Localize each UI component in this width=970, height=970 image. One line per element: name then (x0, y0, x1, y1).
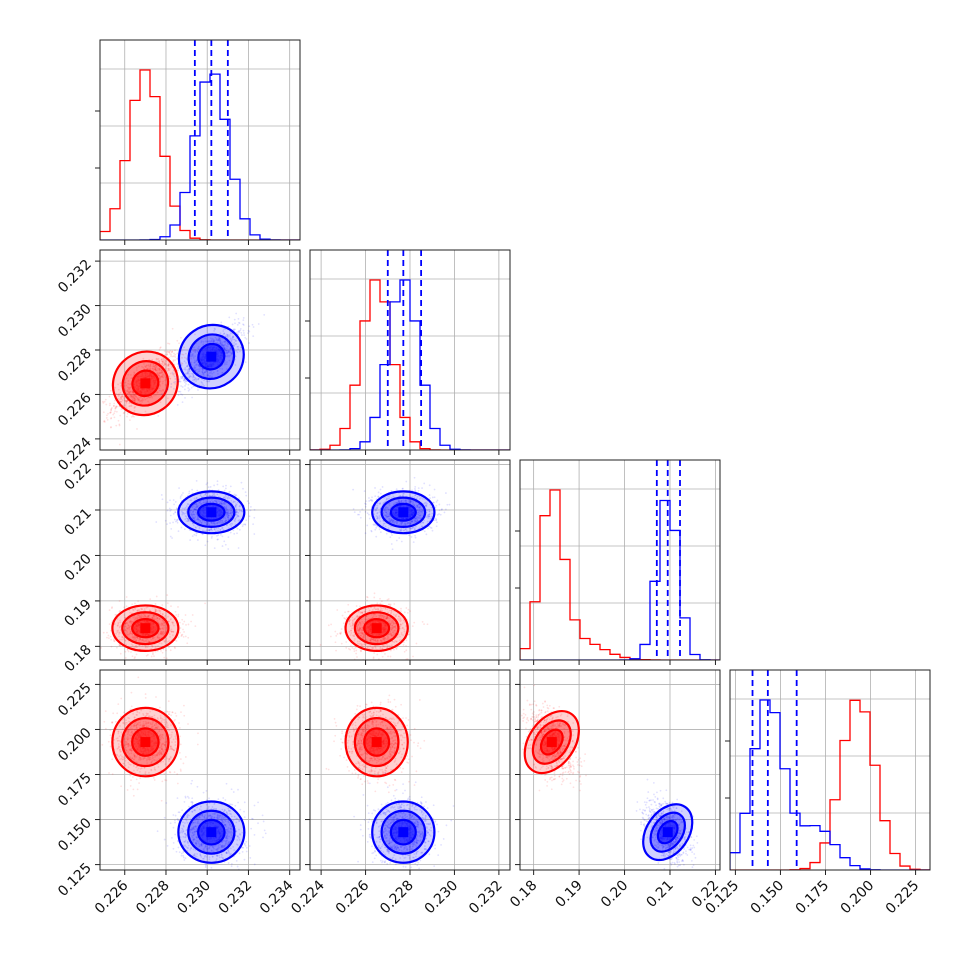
panel-2-2 (515, 459, 721, 665)
x-tick-label: 0.230 (174, 878, 214, 918)
y-tick-label: 0.18 (61, 642, 94, 675)
histogram-blue (730, 699, 930, 870)
x-tick-label: 0.175 (793, 878, 833, 918)
panel-content (520, 684, 699, 870)
panel-content (102, 312, 266, 446)
x-tick-label: 0.226 (92, 877, 132, 917)
y-tick-label: 0.150 (55, 815, 95, 855)
x-tick-label: 0.232 (216, 878, 256, 918)
x-tick-label: 0.20 (598, 878, 631, 911)
x-tick-label: 0.228 (133, 878, 173, 918)
x-tick-label: 0.18 (507, 878, 540, 911)
gridlines (100, 40, 300, 240)
axes-frame (729, 669, 931, 871)
gridlines (100, 460, 300, 660)
panel-3-0: 0.226 0.228 0.230 0.232 0.234 0.125 0.150 0.175… (55, 669, 301, 918)
panel-0-0 (95, 39, 301, 245)
y-tick-label: 0.20 (61, 551, 94, 584)
gridlines (730, 670, 930, 870)
x-tick-label: 0.228 (377, 878, 417, 918)
x-tick-label: 0.232 (466, 878, 506, 918)
panel-1-1 (305, 249, 511, 455)
x-tick-label: 0.200 (838, 878, 878, 918)
x-tick-label: 0.225 (883, 878, 923, 918)
panel-2-0: 0.180.190.200.210.22 (61, 459, 301, 675)
panel-content (100, 40, 300, 240)
panel-3-3: 0.125 0.150 0.175 0.200 0.225 (703, 669, 931, 918)
panel-3-1: 0.224 0.226 0.228 0.230 0.232 (288, 669, 511, 918)
y-tick-label: 0.125 (55, 860, 95, 900)
x-tick-label: 0.230 (422, 878, 462, 918)
y-tick-label: 0.228 (55, 346, 95, 386)
panel-3-2: 0.18 0.19 0.20 0.21 0.22 (507, 669, 722, 911)
density-peak (546, 737, 557, 748)
y-tick-label: 0.232 (55, 257, 95, 297)
density-peak (140, 623, 151, 634)
y-tick-label: 0.175 (55, 770, 95, 810)
axes-frame (99, 39, 301, 241)
density-peak (398, 827, 409, 838)
gridlines (520, 460, 720, 660)
density-peak (140, 737, 151, 748)
density-peak (371, 737, 382, 748)
gridlines (310, 250, 510, 450)
x-tick-label: 0.150 (748, 878, 788, 918)
histogram-red (100, 69, 300, 240)
gridlines (310, 670, 510, 870)
panel-2-1 (305, 459, 511, 665)
density-peak (398, 507, 409, 518)
density-peak (662, 827, 673, 838)
x-tick-label: 0.224 (288, 877, 328, 917)
density-peak (371, 623, 382, 634)
axes-frame (99, 459, 301, 661)
y-tick-label: 0.230 (55, 301, 95, 341)
panel-content (319, 476, 451, 660)
x-tick-label: 0.234 (257, 877, 297, 917)
gridlines (100, 250, 300, 450)
panel-content (100, 676, 267, 870)
density-peak (206, 507, 217, 518)
axes-frame (519, 669, 721, 871)
panel-content (730, 670, 930, 870)
x-tick-label: 0.19 (553, 878, 586, 911)
panel-content (325, 694, 455, 870)
y-tick-label: 0.225 (55, 680, 95, 720)
gridlines (310, 460, 510, 660)
x-tick-label: 0.21 (643, 878, 676, 911)
axes-frame (519, 459, 721, 661)
axes-frame (99, 669, 301, 871)
y-tick-label: 0.226 (55, 390, 95, 430)
histogram-blue (520, 499, 720, 660)
density-peak (206, 351, 217, 362)
panel-content (520, 460, 720, 660)
y-tick-label: 0.200 (55, 725, 95, 765)
y-tick-label: 0.21 (61, 506, 94, 539)
density-peak (206, 827, 217, 838)
y-tick-label: 0.19 (61, 596, 94, 629)
density-peak (140, 378, 151, 389)
panel-content (100, 480, 256, 660)
x-tick-label: 0.226 (333, 877, 373, 917)
